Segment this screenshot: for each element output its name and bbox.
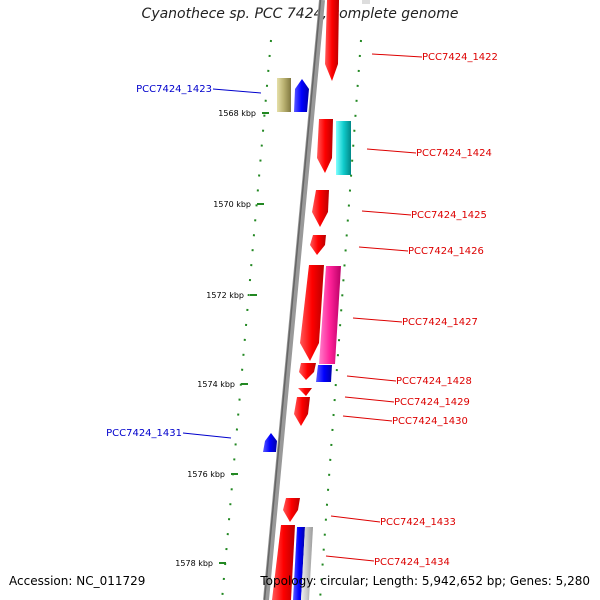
gene-label-1434[interactable]: PCC7424_1434 [374, 557, 450, 568]
tick-label-1568: 1568 kbp [218, 109, 256, 118]
gene-1431-feature[interactable] [263, 433, 277, 452]
gene-1422-feature[interactable] [325, 0, 339, 81]
gene-1427-pink-feature[interactable] [319, 266, 341, 364]
gene-1423-olive-feature[interactable] [277, 78, 291, 112]
tick-marks [219, 112, 269, 564]
gene-1427-feature[interactable] [300, 265, 324, 361]
gene-1424-cyan-feature[interactable] [336, 121, 351, 175]
genome-backbone-shade [263, 0, 322, 600]
tick-label-1578: 1578 kbp [175, 559, 213, 568]
genome-backbone [263, 0, 325, 600]
gene-label-1431[interactable]: PCC7424_1431 [106, 428, 182, 439]
gene-label-1426[interactable]: PCC7424_1426 [408, 246, 484, 257]
gene-label-1428[interactable]: PCC7424_1428 [396, 376, 472, 387]
gene-label-1430[interactable]: PCC7424_1430 [392, 416, 468, 427]
tick-label-1574: 1574 kbp [197, 380, 235, 389]
inner-guide [221, 39, 272, 600]
gene-label-1427[interactable]: PCC7424_1427 [402, 317, 478, 328]
gene-1433-feature[interactable] [283, 498, 300, 522]
gene-1423-feature[interactable] [294, 79, 309, 112]
right-leader-lines [325, 53, 423, 562]
gene-1429-feature[interactable] [298, 388, 312, 396]
gene-1434-grey-feature[interactable] [301, 527, 313, 600]
gene-1425-feature[interactable] [312, 190, 329, 227]
map-title: Cyanothece sp. PCC 7424, complete genome [141, 6, 459, 22]
gene-label-1422[interactable]: PCC7424_1422 [422, 52, 498, 63]
tick-label-1570: 1570 kbp [213, 200, 251, 209]
gene-1426-feature[interactable] [310, 235, 326, 255]
gene-1430-feature[interactable] [294, 397, 310, 426]
gene-label-1423[interactable]: PCC7424_1423 [136, 84, 212, 95]
gene-1422-top-grey [362, 0, 370, 4]
gene-1428-blue-feature[interactable] [316, 365, 332, 382]
gene-label-1429[interactable]: PCC7424_1429 [394, 397, 470, 408]
accession-text: Accession: NC_011729 [9, 574, 146, 588]
left-leader-lines [182, 88, 262, 439]
gene-1424-feature[interactable] [317, 119, 333, 173]
tick-label-1572: 1572 kbp [206, 291, 244, 300]
gene-label-1433[interactable]: PCC7424_1433 [380, 517, 456, 528]
gene-1434-feature[interactable] [272, 525, 295, 600]
genome-summary-text: Topology: circular; Length: 5,942,652 bp… [260, 574, 590, 588]
tick-label-1576: 1576 kbp [187, 470, 225, 479]
gene-label-1424[interactable]: PCC7424_1424 [416, 148, 492, 159]
gene-1428-feature[interactable] [299, 363, 316, 380]
gene-label-1425[interactable]: PCC7424_1425 [411, 210, 487, 221]
